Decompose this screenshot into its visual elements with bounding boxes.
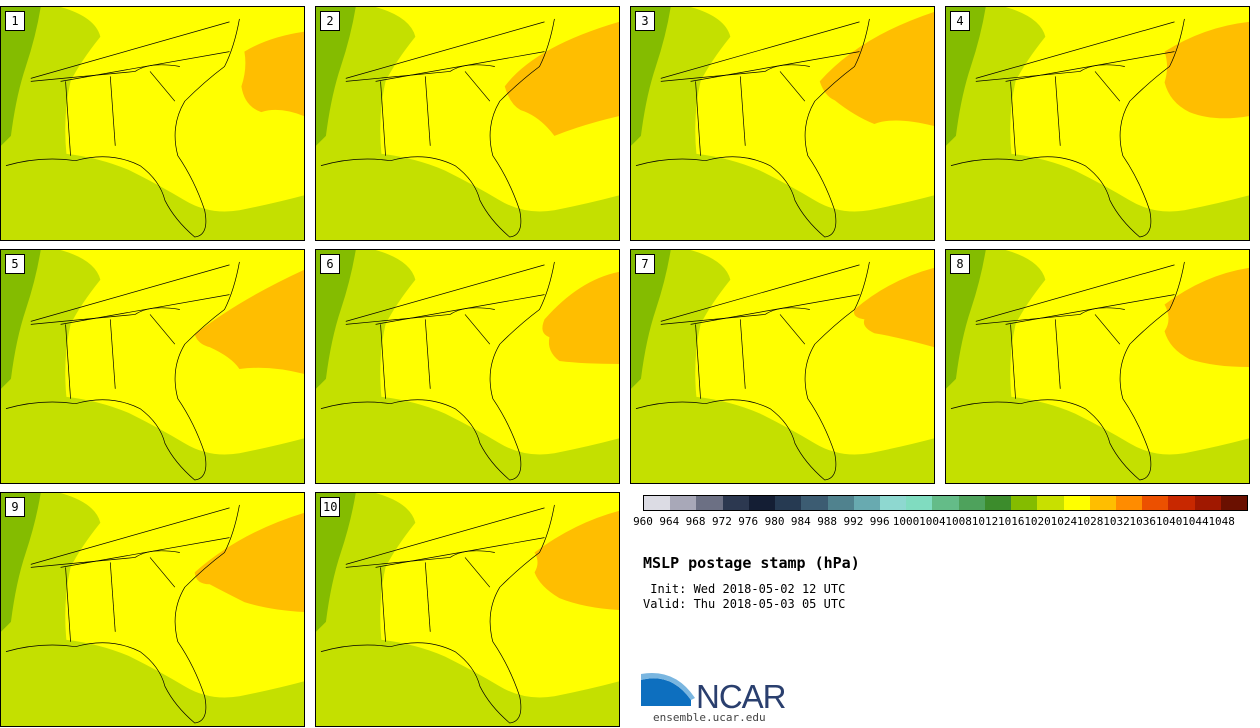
- colorbar-swatch: [827, 496, 854, 510]
- mslp-map: [631, 250, 934, 483]
- colorbar-swatch: [1011, 496, 1038, 510]
- colorbar-swatch: [958, 496, 985, 510]
- colorbar-swatch: [932, 496, 959, 510]
- colorbar-tick-label: 984: [790, 515, 811, 528]
- forecast-panel: 5: [0, 249, 305, 484]
- forecast-panel: 2: [315, 6, 620, 241]
- forecast-panel: 6: [315, 249, 620, 484]
- colorbar-ticks: 960 964 968 972 976 980 984 988 992 996 1000 1004 10…: [632, 515, 1260, 531]
- plot-title: MSLP postage stamp (hPa): [643, 554, 860, 572]
- colorbar-tick-label: 1036: [1129, 515, 1157, 528]
- colorbar-swatch: [775, 496, 802, 510]
- mslp-map: [316, 493, 619, 726]
- panel-number: 3: [635, 11, 655, 31]
- mslp-map: [946, 250, 1249, 483]
- colorbar-swatch: [853, 496, 880, 510]
- panel-number: 5: [5, 254, 25, 274]
- colorbar-tick-label: 1000: [892, 515, 920, 528]
- colorbar-swatch: [670, 496, 697, 510]
- colorbar-swatch: [696, 496, 723, 510]
- colorbar-tick-label: 1020: [1024, 515, 1051, 528]
- forecast-panel: 1: [0, 6, 305, 241]
- colorbar: [643, 495, 1248, 511]
- colorbar-swatch: [1115, 496, 1143, 510]
- ncar-wordmark: NCAR: [696, 678, 787, 715]
- mslp-map: [631, 7, 934, 240]
- valid-time: Valid: Thu 2018-05-03 05 UTC: [643, 597, 846, 611]
- panel-number: 9: [5, 497, 25, 517]
- colorbar-tick-label: 1040: [1155, 515, 1183, 528]
- panel-number: 4: [950, 11, 970, 31]
- colorbar-tick-label: 1012: [971, 515, 999, 528]
- panel-number: 1: [5, 11, 25, 31]
- colorbar-tick-label: 1024: [1050, 515, 1078, 528]
- ncar-logo: NCAR ensemble.ucar.edu: [641, 670, 801, 726]
- colorbar-tick-label: 980: [764, 515, 785, 528]
- colorbar-tick-label: 972: [711, 515, 732, 528]
- panel-number: 2: [320, 11, 340, 31]
- colorbar-swatch: [906, 496, 933, 510]
- forecast-panel: 7: [630, 249, 935, 484]
- panel-number: 6: [320, 254, 340, 274]
- colorbar-swatch: [1037, 496, 1064, 510]
- forecast-panel: 9: [0, 492, 305, 727]
- ensemble-url[interactable]: ensemble.ucar.edu: [653, 711, 766, 724]
- forecast-panel: 3: [630, 6, 935, 241]
- forecast-panel: 4: [945, 6, 1250, 241]
- mslp-map: [1, 493, 304, 726]
- run-info: Init: Wed 2018-05-02 12 UTC Valid: Thu 20…: [643, 582, 845, 612]
- colorbar-swatch: [722, 496, 749, 510]
- colorbar-tick-label: 976: [738, 515, 759, 528]
- colorbar-swatch: [748, 496, 776, 510]
- colorbar-tick-label: 988: [817, 515, 838, 528]
- colorbar-swatch: [1168, 496, 1195, 510]
- colorbar-tick-label: 1032: [1103, 515, 1130, 528]
- ncar-arc-icon: [641, 673, 695, 706]
- colorbar-tick-label: 992: [843, 515, 864, 528]
- mslp-map: [316, 7, 619, 240]
- colorbar-swatch: [644, 496, 671, 510]
- init-time: Init: Wed 2018-05-02 12 UTC: [643, 582, 846, 596]
- mslp-map: [1, 7, 304, 240]
- mslp-map: [946, 7, 1249, 240]
- colorbar-swatch: [1142, 496, 1169, 510]
- colorbar-tick-label: 1044: [1182, 515, 1209, 528]
- colorbar-swatch: [1089, 496, 1116, 510]
- colorbar-swatch: [1220, 496, 1248, 510]
- colorbar-tick-label: 1016: [998, 515, 1025, 528]
- colorbar-tick-label: 1048: [1208, 515, 1235, 528]
- forecast-panel: 8: [945, 249, 1250, 484]
- colorbar-swatch: [801, 496, 828, 510]
- mslp-map: [1, 250, 304, 483]
- colorbar-tick-label: 996: [869, 515, 890, 528]
- panel-number: 8: [950, 254, 970, 274]
- panel-number: 7: [635, 254, 655, 274]
- colorbar-swatch: [1194, 496, 1221, 510]
- colorbar-swatch: [984, 496, 1012, 510]
- mslp-map: [316, 250, 619, 483]
- forecast-panel: 10: [315, 492, 620, 727]
- colorbar-tick-label: 964: [659, 515, 680, 528]
- panel-number: 10: [320, 497, 341, 517]
- colorbar-tick-label: 1028: [1076, 515, 1104, 528]
- colorbar-swatch: [1063, 496, 1090, 510]
- colorbar-tick-label: 960: [633, 515, 653, 528]
- colorbar-tick-label: 1008: [945, 515, 972, 528]
- colorbar-swatch: [879, 496, 907, 510]
- colorbar-tick-label: 1004: [919, 515, 946, 528]
- colorbar-tick-label: 968: [685, 515, 706, 528]
